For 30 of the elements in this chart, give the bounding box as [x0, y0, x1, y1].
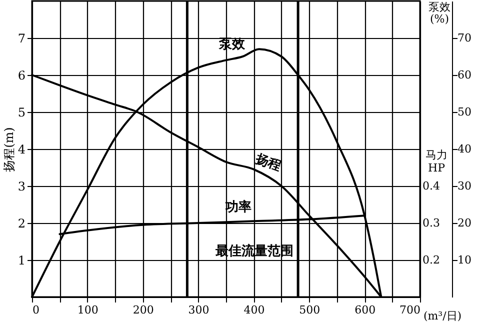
y3-tick-label: 0.4 — [422, 180, 440, 192]
x-tick-label: 600 — [354, 304, 376, 316]
y-tick-label: 6 — [18, 68, 26, 82]
y3-tick-label: 0.3 — [422, 216, 440, 230]
y3-tick-label: 0.2 — [422, 254, 440, 266]
x-tick-label: 400 — [244, 304, 265, 316]
y3-axis-title: 马力 HP — [426, 148, 448, 174]
y2-tick-label: 20 — [458, 216, 472, 230]
y-tick-label: 3 — [18, 180, 26, 194]
y-tick-label: 2 — [18, 216, 26, 230]
y-tick-label: 7 — [18, 32, 26, 46]
y2-tick-label: 40 — [458, 142, 472, 156]
y-axis-title: 扬程(m) — [2, 127, 16, 172]
y2-axis-title: 泵效 (%) — [428, 0, 450, 26]
y2-tick-label: 70 — [458, 32, 472, 44]
x-tick-label: 300 — [188, 304, 210, 316]
x-tick-label: 700 — [400, 304, 420, 316]
x-tick-label: 500 — [299, 304, 320, 316]
x-axis-title: (m³/日) — [423, 310, 462, 322]
text: 扬程 — [252, 151, 283, 174]
y2-tick-label: 10 — [458, 254, 472, 266]
x-tick-label: 100 — [77, 304, 98, 316]
y-tick-label: 4 — [18, 142, 26, 156]
y2-tick-label: 50 — [458, 106, 472, 118]
y2-tick-label: 30 — [458, 180, 472, 192]
x-tick-label: 200 — [132, 304, 154, 316]
y-tick-label: 1 — [18, 254, 26, 268]
y-tick-label: 5 — [18, 106, 26, 120]
y2-tick-label: 60 — [458, 68, 472, 82]
x-tick-label: 0 — [32, 304, 40, 316]
